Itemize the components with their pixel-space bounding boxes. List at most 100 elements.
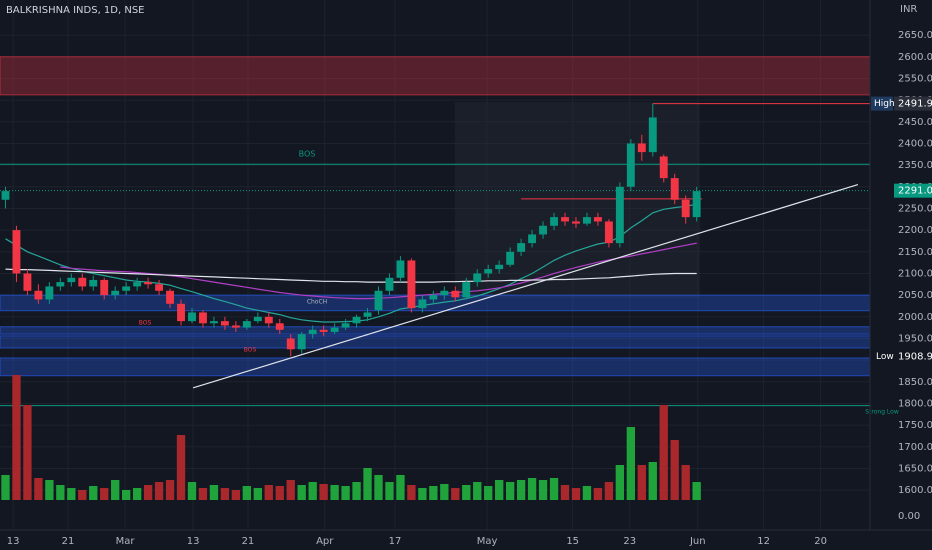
candle-body — [56, 282, 65, 287]
high-value-box — [894, 96, 932, 111]
candle-body — [451, 290, 460, 298]
x-tick-label: 21 — [242, 536, 255, 547]
candle-body — [495, 264, 504, 270]
trendline — [192, 184, 859, 389]
annotation: BOS — [139, 320, 152, 327]
candle-body — [67, 277, 76, 283]
chart-title: BALKRISHNA INDS, 1D, NSE — [6, 5, 145, 16]
volume-bar — [176, 435, 186, 500]
volume-bar — [34, 478, 43, 500]
x-tick-label: 13 — [7, 536, 20, 547]
candle-body — [506, 251, 515, 265]
y-tick-label: 1750.00 — [898, 420, 932, 431]
last-price: 2291.00 — [898, 186, 932, 197]
candle-body — [12, 230, 21, 274]
candle-body — [177, 303, 185, 322]
candle-body — [1, 191, 10, 200]
volume-bar — [626, 427, 636, 500]
candle-body — [517, 243, 526, 252]
candle-body — [418, 299, 427, 309]
volume-bar — [12, 375, 21, 500]
volume-bar — [154, 482, 164, 500]
volume-bar — [319, 484, 328, 500]
candle-body — [264, 316, 273, 324]
y-tick-label: 2000.00 — [898, 312, 932, 323]
y-tick-label: 2650.00 — [898, 30, 932, 41]
volume-bar — [297, 485, 306, 500]
candle-body — [199, 312, 207, 324]
x-tick-label: 17 — [389, 536, 402, 547]
volume-bar — [385, 482, 394, 500]
candle-body — [385, 277, 394, 291]
y-tick-label: 2400.00 — [898, 138, 932, 149]
volume-bar — [220, 488, 230, 500]
low-value-box — [894, 349, 932, 364]
candle-body — [692, 191, 701, 218]
candle-body — [45, 286, 54, 300]
candle-body — [484, 269, 493, 274]
candle-body — [670, 178, 679, 200]
volume-bar — [538, 480, 548, 500]
y-tick-label: 1700.00 — [898, 442, 932, 453]
volume-bar — [264, 485, 273, 500]
y-tick-label: 2250.00 — [898, 203, 932, 214]
candle-body — [561, 217, 569, 222]
candle-body — [341, 323, 350, 328]
volume-bar — [100, 488, 109, 500]
volume-bar — [363, 468, 372, 500]
volume-bar — [451, 488, 460, 500]
candle-body — [319, 329, 328, 332]
axis: 2650.002600.002550.002500.002450.002400.… — [7, 30, 932, 547]
volume-bar — [560, 485, 570, 500]
volume-bar — [286, 480, 295, 500]
volume-bar — [23, 405, 32, 500]
x-tick-label: Jun — [689, 536, 706, 547]
volume-bar — [473, 482, 482, 500]
x-tick-label: Mar — [116, 536, 136, 547]
volume-bar — [374, 475, 383, 500]
volume-bar — [111, 480, 120, 500]
annotation: ChoCH — [307, 299, 327, 306]
candle-body — [89, 279, 98, 287]
candle-body — [111, 290, 120, 296]
candle-body — [626, 143, 635, 187]
candle-body — [330, 327, 339, 332]
candle-body — [374, 290, 383, 311]
candle-body — [78, 277, 87, 287]
y-tick-label: 2600.00 — [898, 52, 932, 63]
volume-bar — [187, 482, 197, 500]
candle-body — [681, 199, 690, 218]
y-tick-label: 2550.00 — [898, 73, 932, 84]
volume-bar — [692, 482, 701, 500]
volume-bar — [670, 440, 679, 500]
y-tick-label: 2450.00 — [898, 117, 932, 128]
volume-bar — [527, 478, 537, 500]
volume-bar — [89, 486, 98, 500]
candle-body — [220, 321, 229, 326]
high-value: 2491.95 — [898, 99, 932, 110]
annotation: BOS — [299, 150, 316, 159]
volume-bar — [308, 482, 317, 500]
zone — [0, 56, 871, 96]
volume-bar — [341, 486, 350, 500]
candle-body — [539, 225, 548, 235]
y-tick-label: 2150.00 — [898, 247, 932, 258]
x-tick-label: Apr — [316, 536, 334, 547]
y-tick-label: 1850.00 — [898, 377, 932, 388]
volume-tick-label: 0.00 — [898, 511, 920, 522]
zone — [0, 326, 871, 335]
volume-bar — [615, 465, 625, 500]
candle-body — [648, 117, 657, 153]
volume-bar — [505, 482, 515, 500]
low-value: 1908.90 — [898, 351, 932, 362]
annotation: Strong Low — [865, 409, 899, 416]
volume-bar — [242, 486, 252, 500]
volume-bar — [45, 480, 54, 500]
y-tick-label: 2050.00 — [898, 290, 932, 301]
candle-body — [407, 260, 416, 309]
candle-body — [604, 221, 613, 244]
candle-body — [100, 279, 109, 296]
volume-bar — [648, 462, 657, 500]
candle-body — [473, 273, 482, 283]
volume-bar — [330, 485, 339, 500]
